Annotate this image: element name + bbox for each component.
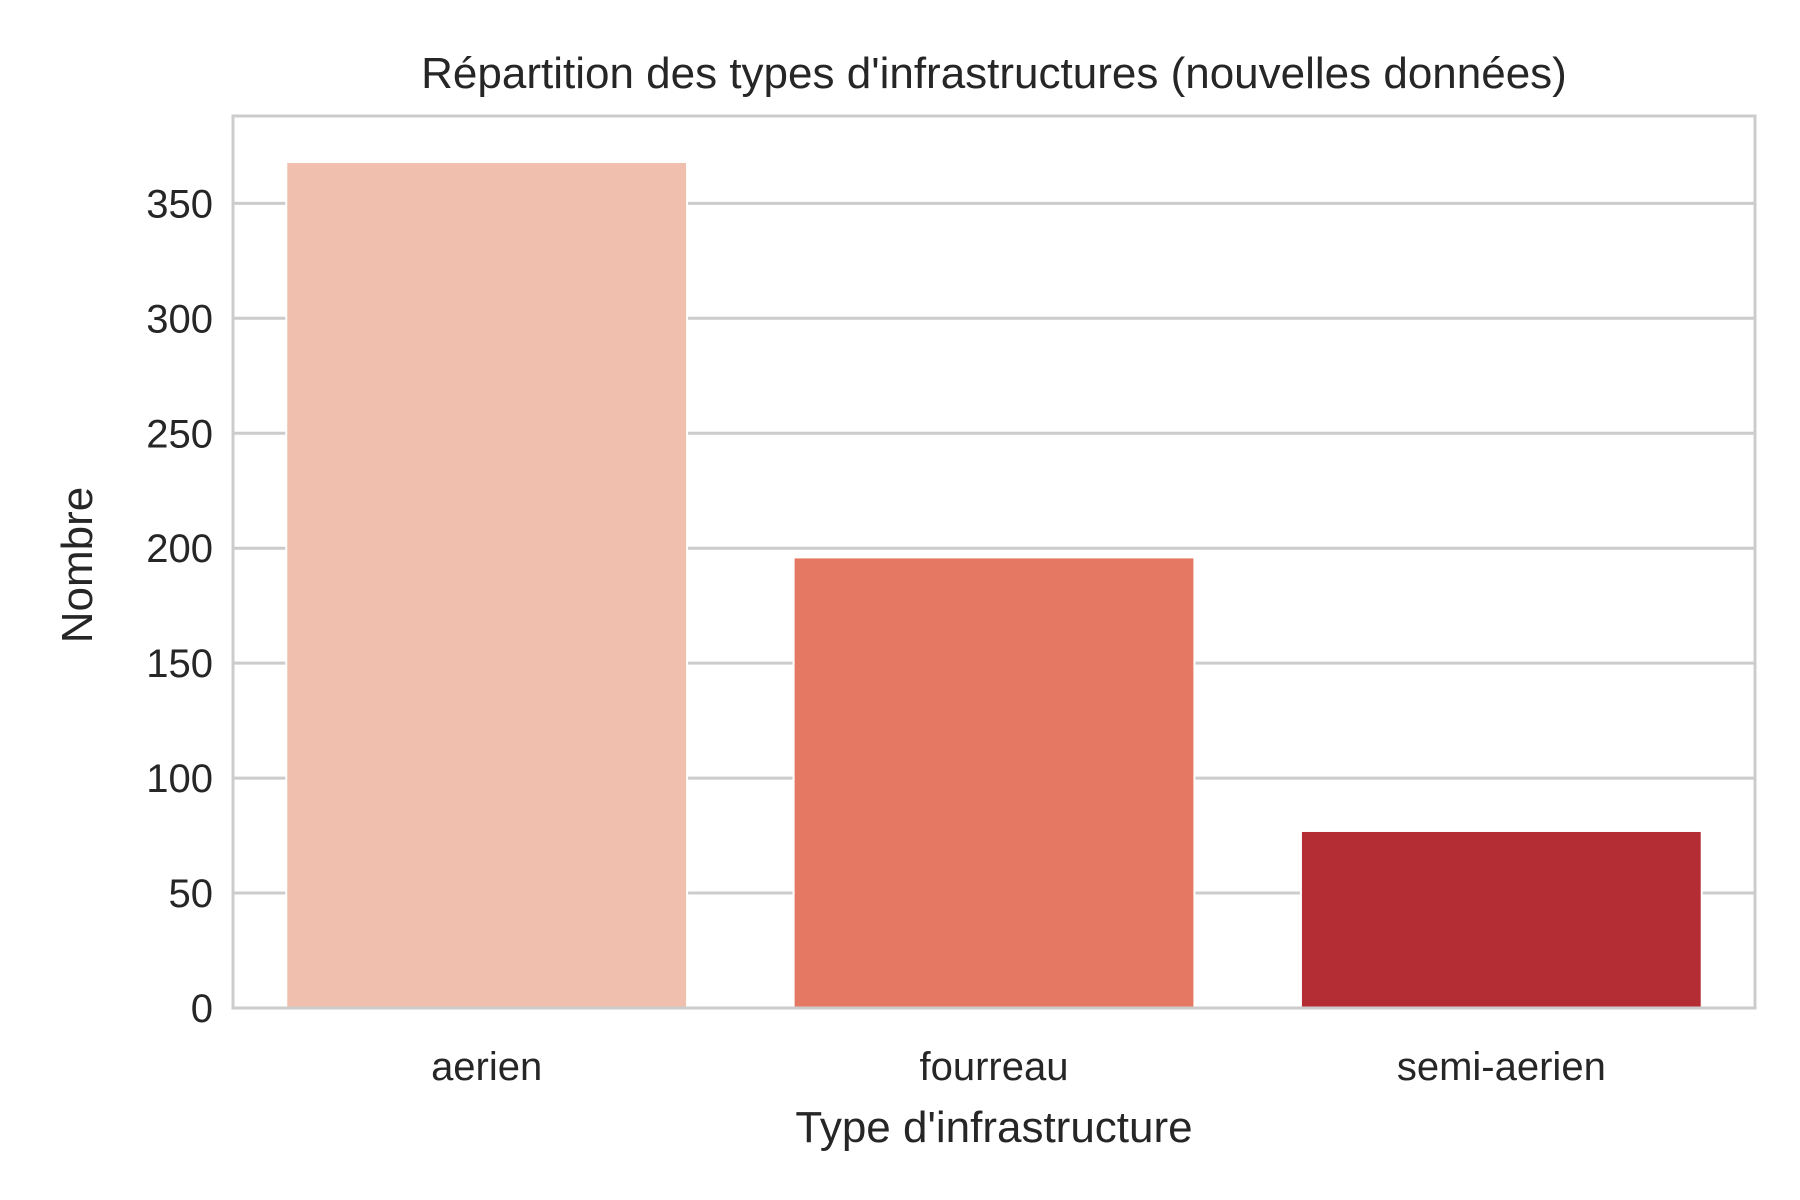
chart-title: Répartition des types d'infrastructures … — [421, 49, 1567, 98]
y-tick-label: 0 — [191, 987, 213, 1031]
x-axis-ticks: aerien fourreau semi-aerien — [431, 1045, 1606, 1089]
x-axis-label: Type d'infrastructure — [795, 1103, 1192, 1152]
y-axis-label: Nombre — [53, 487, 102, 644]
x-tick-label: aerien — [431, 1045, 542, 1089]
bars — [285, 160, 1703, 1010]
bar-aerien — [285, 160, 689, 1010]
y-tick-label: 200 — [146, 527, 213, 571]
y-tick-label: 250 — [146, 412, 213, 456]
y-axis-ticks: 0 50 100 150 200 250 300 350 — [146, 182, 213, 1031]
x-tick-label: fourreau — [920, 1045, 1069, 1089]
bar-semi-aerien — [1299, 829, 1703, 1009]
plot-frame — [231, 114, 1757, 1010]
y-tick-label: 300 — [146, 297, 213, 341]
y-tick-label: 100 — [146, 757, 213, 801]
bar-fourreau — [792, 556, 1196, 1009]
y-tick-label: 150 — [146, 642, 213, 686]
y-tick-label: 50 — [169, 872, 214, 916]
y-tick-label: 350 — [146, 182, 213, 226]
x-tick-label: semi-aerien — [1397, 1045, 1606, 1089]
